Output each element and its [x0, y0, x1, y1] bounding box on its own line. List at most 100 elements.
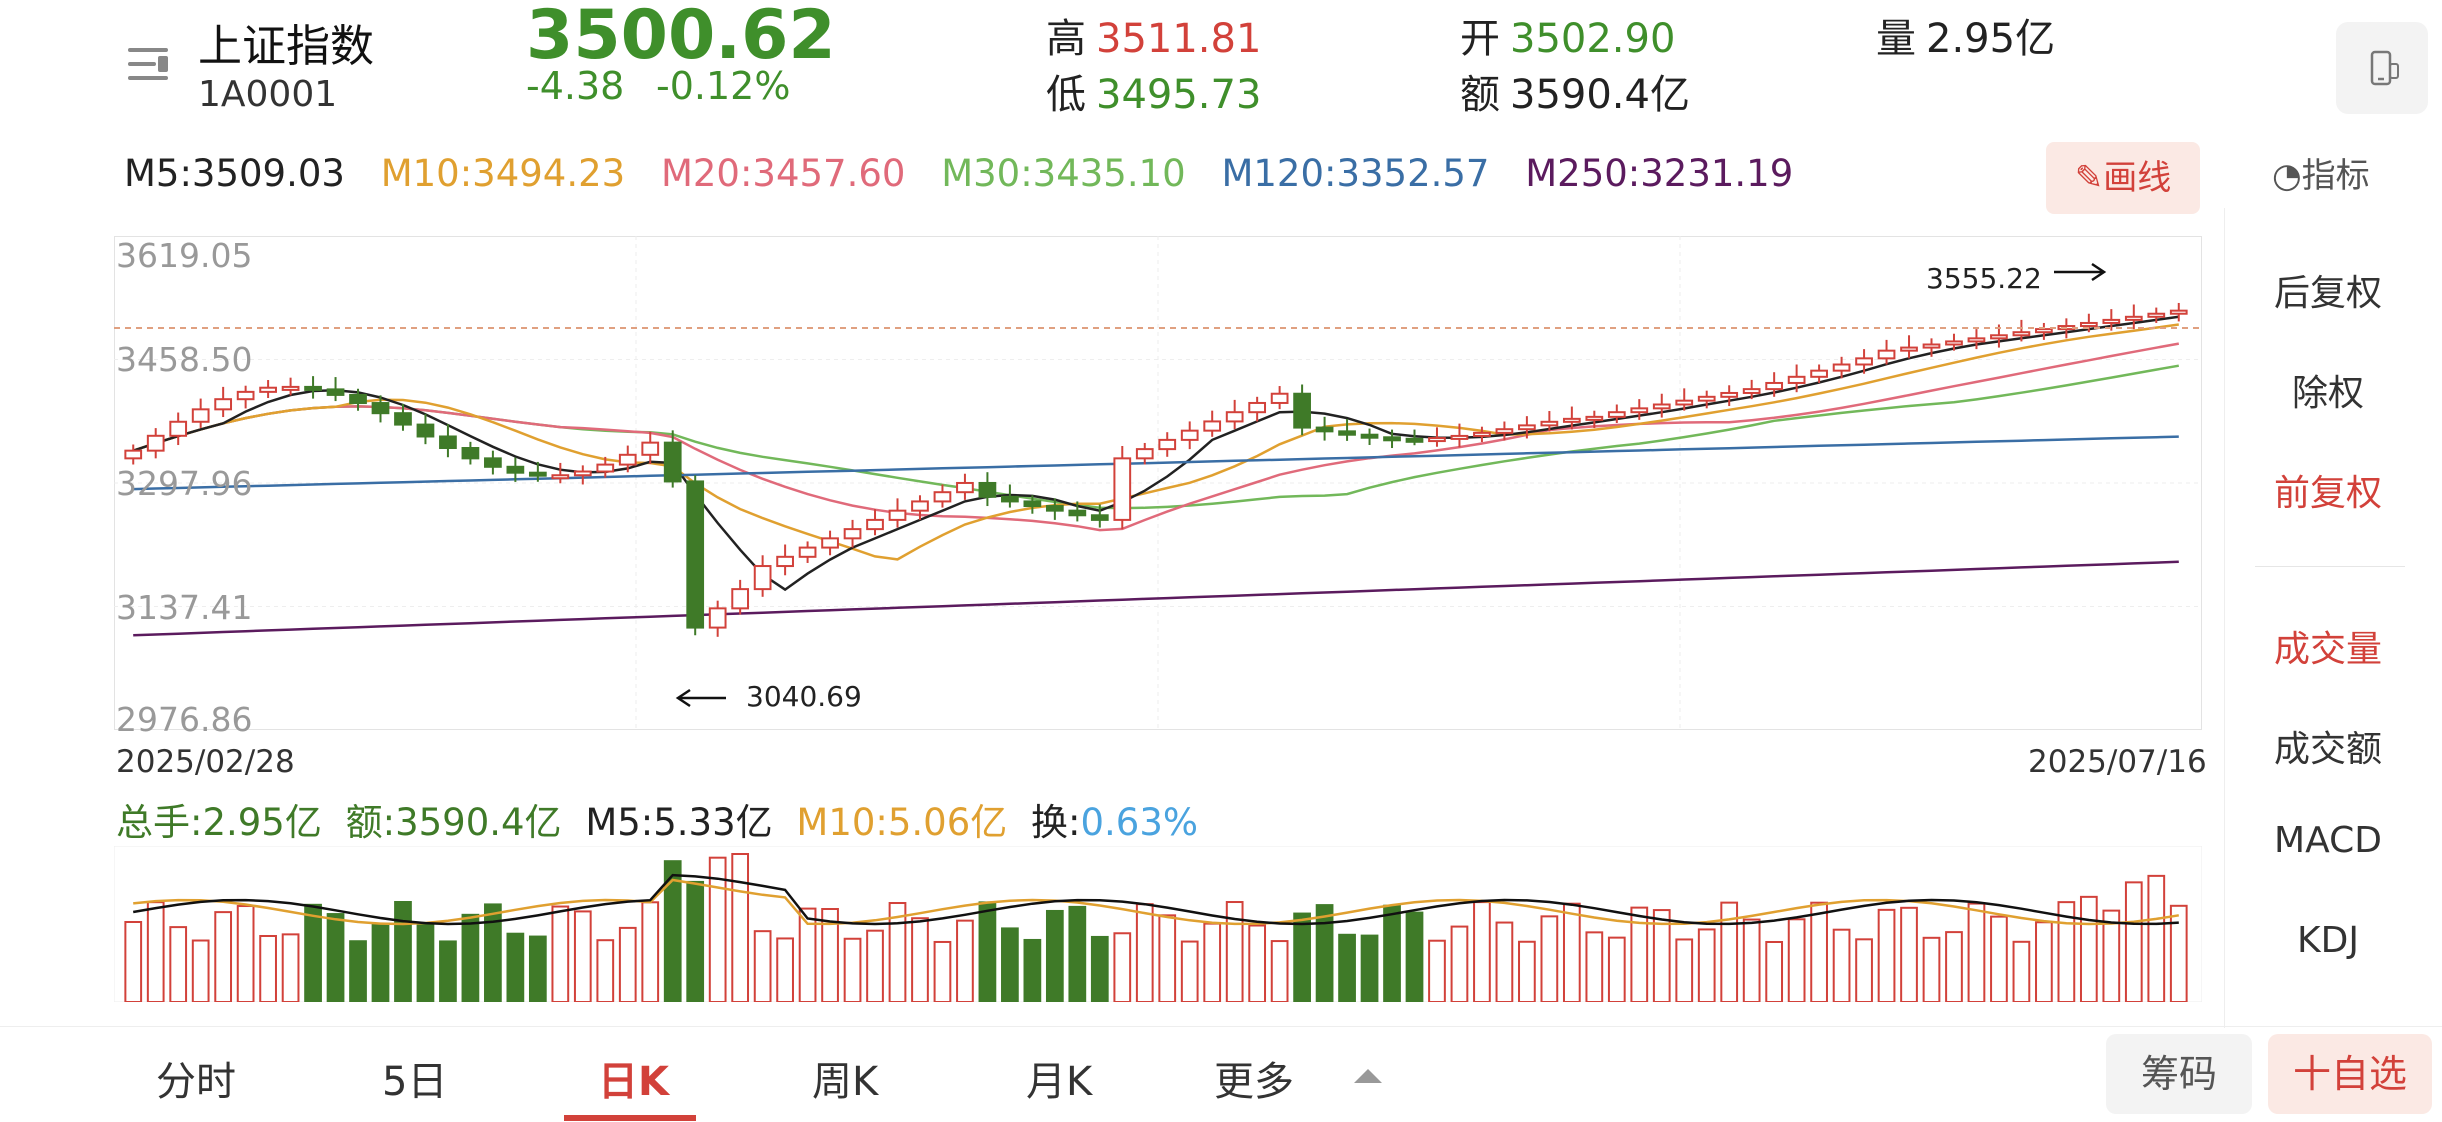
candle-body — [1585, 415, 1604, 421]
side-adjust-forward[interactable]: 前复权 — [2273, 473, 2382, 514]
volume-bar — [1023, 938, 1042, 1002]
volume-bar — [394, 901, 412, 1002]
side-adjust-backward[interactable]: 后复权 — [2273, 273, 2382, 314]
tab-daily-k[interactable]: 日K — [598, 1059, 669, 1105]
side-volume[interactable]: 成交量 — [2273, 629, 2382, 670]
ma250-line — [133, 560, 2179, 637]
candle-body — [1877, 349, 1896, 360]
kline-chart[interactable] — [114, 236, 2202, 730]
end-date: 2025/07/16 — [2028, 744, 2207, 780]
side-amount[interactable]: 成交额 — [2273, 729, 2382, 770]
volume-bar — [1742, 918, 1761, 1002]
draw-line-button[interactable]: ✎画线 — [2046, 142, 2200, 214]
candle-body — [776, 555, 794, 568]
candle-body — [573, 470, 592, 477]
volume-bar — [1090, 935, 1109, 1002]
candle-body — [304, 385, 322, 391]
volume-bar — [2035, 921, 2053, 1002]
candle-body — [551, 474, 570, 480]
candle-body — [259, 386, 277, 393]
candle-body — [641, 441, 660, 456]
chips-button[interactable]: 筹码 — [2106, 1034, 2252, 1114]
candle-body — [1068, 509, 1087, 517]
candle-body — [146, 434, 165, 452]
volume-bar — [1967, 902, 1986, 1002]
low-arrowhead — [675, 688, 691, 708]
low-stat: 低 3495.73 — [1046, 62, 1261, 120]
volume-bar — [484, 903, 502, 1002]
volume-bar — [2079, 895, 2098, 1002]
candle-body — [821, 537, 839, 549]
volume-bar — [1945, 931, 1963, 1002]
candle-body — [2079, 321, 2098, 328]
candle-body — [1113, 457, 1132, 521]
candle-body — [2012, 331, 2031, 337]
volume-bar — [1787, 918, 1806, 1002]
volume-bar — [573, 910, 592, 1002]
volume-bar — [416, 923, 435, 1002]
candle-body — [618, 453, 637, 466]
volume-bar — [528, 935, 547, 1002]
landscape-toggle-button[interactable] — [2336, 22, 2428, 114]
volume-bar — [1293, 912, 1311, 1002]
candle-body — [124, 449, 143, 460]
indicator-label: 指标 — [2301, 156, 2370, 196]
volume-label: 量 — [1876, 16, 1916, 62]
y-tick-1: 3458.50 — [116, 340, 253, 379]
candle-body — [461, 447, 480, 460]
candle-body — [978, 481, 997, 498]
more-caret-icon[interactable] — [1354, 1069, 1382, 1083]
high-stat: 高 3511.81 — [1046, 6, 1261, 64]
volume-bar — [1158, 914, 1177, 1002]
candle-body — [708, 607, 727, 629]
volume-bars — [124, 853, 2188, 1002]
volume-bar — [1562, 902, 1581, 1002]
tab-weekly-k[interactable]: 周K — [812, 1059, 879, 1105]
candle-body — [1001, 495, 1019, 503]
volume-bar — [1585, 931, 1604, 1002]
volume-bar — [753, 930, 772, 1002]
candle-body — [236, 390, 255, 401]
volume-bar — [1135, 903, 1154, 1002]
pencil-icon: ✎ — [2074, 158, 2104, 198]
volume-bar — [1405, 911, 1424, 1002]
menu-icon[interactable] — [120, 38, 176, 94]
tab-5day[interactable]: 5日 — [382, 1059, 448, 1105]
side-no-adjust[interactable]: 除权 — [2291, 373, 2364, 414]
volume-bar — [326, 913, 345, 1002]
side-kdj[interactable]: KDJ — [2297, 920, 2359, 961]
candle-body — [416, 423, 435, 438]
candle-body — [686, 480, 705, 629]
candle-body — [1158, 438, 1177, 451]
side-macd[interactable]: MACD — [2274, 820, 2382, 861]
volume-bar — [1697, 928, 1716, 1002]
active-tab-indicator — [564, 1115, 696, 1121]
candle-body — [1225, 411, 1244, 423]
candle-body — [2147, 312, 2166, 318]
candle-body — [1495, 428, 1514, 434]
volume-ma10-line — [133, 878, 2179, 926]
tab-intraday[interactable]: 分时 — [156, 1059, 236, 1105]
volume-bar — [1607, 936, 1626, 1002]
candle-body — [2035, 328, 2053, 334]
volume-chart[interactable] — [114, 846, 2202, 1002]
tab-more[interactable]: 更多 — [1214, 1059, 1294, 1105]
gauge-icon: ◔ — [2272, 156, 2302, 196]
candle-body — [1405, 437, 1424, 443]
volume-bar — [1428, 939, 1446, 1002]
volume-bar — [1810, 901, 1828, 1002]
add-watchlist-button[interactable]: 十自选 — [2268, 1034, 2432, 1114]
volume-bar — [1990, 915, 2008, 1002]
tab-monthly-k[interactable]: 月K — [1026, 1059, 1093, 1105]
ma10-line — [132, 323, 2179, 561]
candle-body — [281, 385, 300, 391]
high-label: 高 — [1046, 16, 1086, 62]
volume-bar — [439, 940, 457, 1002]
volume-bar — [1877, 908, 1896, 1002]
volume-bar — [821, 908, 839, 1002]
indicator-button[interactable]: ◔指标 — [2272, 148, 2370, 197]
candle-body — [1428, 437, 1446, 443]
volume-bar — [1675, 938, 1694, 1002]
index-name: 上证指数 — [198, 21, 374, 72]
candle-body — [1697, 395, 1716, 402]
